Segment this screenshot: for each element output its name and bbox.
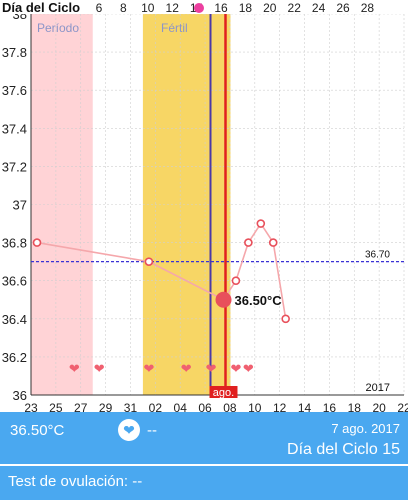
y-tick-label: 37.6 — [2, 83, 27, 98]
x-tick-label: 02 — [149, 401, 163, 412]
temperature-point — [244, 238, 253, 247]
x-tick-label: 27 — [74, 401, 88, 412]
x-tick-label: 25 — [49, 401, 63, 412]
x-tick-label: 23 — [24, 401, 38, 412]
x-tick-label: 10 — [248, 401, 262, 412]
heart-icon: ❤ — [243, 362, 254, 377]
y-tick-label: 36 — [13, 388, 27, 403]
top-day-label: 28 — [361, 1, 375, 15]
x-tick-label: 12 — [273, 401, 287, 412]
top-day-label: 8 — [120, 1, 127, 15]
heart-icon: ❤ — [230, 362, 241, 377]
x-tick-label: 22 — [397, 401, 408, 412]
top-day-label: 20 — [263, 1, 277, 15]
temperature-point — [144, 257, 154, 266]
x-tick-label: 08 — [223, 401, 237, 412]
fertile-zone-label: Fértil — [161, 21, 188, 35]
top-day-label: 10 — [141, 1, 155, 15]
heart-icon: ❤ — [143, 362, 154, 377]
selected-temperature-point — [215, 291, 232, 308]
y-tick-label: 37.8 — [2, 45, 27, 60]
date-text: 7 ago. 2017 — [331, 421, 400, 436]
top-day-label: 26 — [336, 1, 350, 15]
x-tick-label: 06 — [198, 401, 212, 412]
cycle-day-label: Día del Ciclo 15 — [287, 441, 400, 458]
temperature-point — [281, 314, 290, 324]
x-tick-label: 14 — [298, 401, 312, 412]
top-day-label: 16 — [214, 1, 228, 15]
temperature-chart[interactable]: 36 36.2 36.4 36.6 36.8 37 37.2 37.4 37.6 37.8 38 23… — [0, 0, 408, 412]
period-zone — [31, 14, 93, 395]
top-day-label: 24 — [312, 1, 326, 15]
heart-icon: ❤ — [181, 362, 192, 377]
y-tick-label: 36.8 — [2, 236, 27, 251]
year-label: 2017 — [366, 382, 390, 394]
today-marker-label: ago. — [213, 387, 234, 399]
y-tick-label: 37.4 — [2, 121, 27, 136]
temperature-point — [32, 238, 42, 247]
info-bar: 36.50°C ❤ -- 7 ago. 2017 Día del Ciclo 1… — [0, 412, 408, 464]
ovulation-test-bar[interactable]: Test de ovulación: -- — [0, 466, 408, 500]
top-day-label: 22 — [288, 1, 302, 15]
x-tick-label: 29 — [99, 401, 113, 412]
temperature-point — [231, 276, 241, 286]
y-tick-label: 36.4 — [2, 312, 27, 327]
today-marker-bg — [209, 386, 238, 398]
top-day-label: 18 — [239, 1, 253, 15]
temperature-point — [268, 238, 278, 247]
heart-value: -- — [147, 422, 157, 439]
heart-icon: ❤ — [94, 362, 105, 377]
temperature-value: 36.50°C — [10, 422, 65, 439]
top-axis-bg — [0, 0, 408, 14]
heart-icon[interactable]: ❤ — [118, 419, 140, 441]
top-day-label: 6 — [96, 1, 103, 15]
y-tick-label: 37.2 — [2, 159, 27, 174]
ovulation-dot-icon — [194, 3, 204, 13]
ovulation-test-label: Test de ovulación: -- — [8, 473, 143, 490]
x-tick-label: 04 — [174, 401, 188, 412]
temperature-point — [256, 219, 266, 228]
coverline-label: 36.70 — [365, 250, 390, 261]
period-zone-label: Período — [37, 21, 79, 35]
x-tick-label: 20 — [372, 401, 386, 412]
header-title: Día del Ciclo — [2, 0, 80, 15]
heart-icon: ❤ — [206, 362, 217, 377]
heart-icon: ❤ — [69, 362, 80, 377]
x-tick-label: 18 — [348, 401, 362, 412]
y-tick-label: 36.2 — [2, 350, 27, 365]
y-tick-label: 36.6 — [2, 274, 27, 289]
selected-temperature-label: 36.50°C — [235, 293, 283, 308]
top-day-label: 12 — [166, 1, 180, 15]
y-tick-label: 37 — [13, 198, 27, 213]
chart-svg[interactable]: 3636.236.436.636.83737.237.437.637.83823… — [0, 0, 408, 412]
x-tick-label: 16 — [323, 401, 337, 412]
x-tick-label: 31 — [124, 401, 138, 412]
